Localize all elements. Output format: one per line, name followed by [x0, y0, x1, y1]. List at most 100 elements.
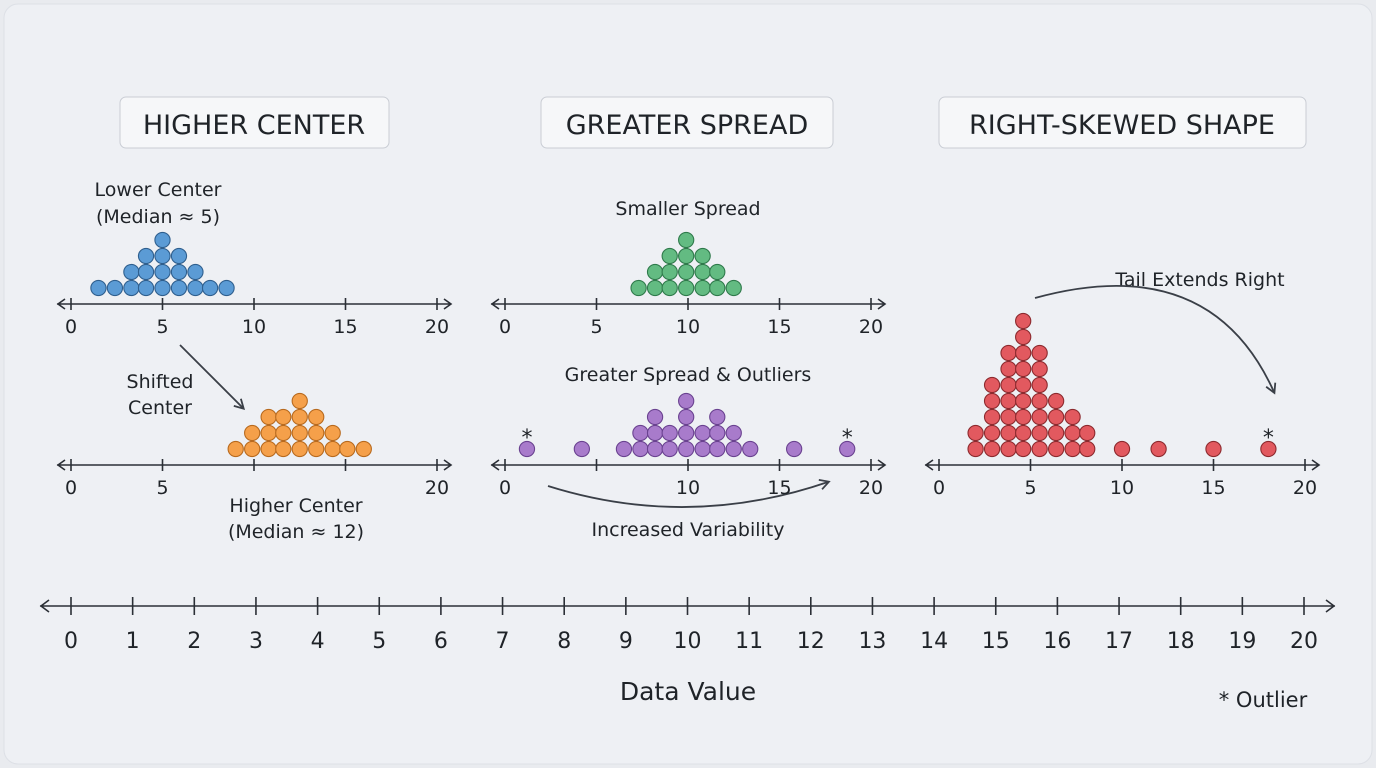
title-text: HIGHER CENTER: [143, 110, 365, 141]
data-dot: [1000, 392, 1017, 410]
data-dot: [1150, 440, 1167, 458]
outlier-marker: *: [521, 426, 532, 451]
data-dot: [1079, 440, 1096, 458]
data-dot: [694, 440, 711, 458]
data-dot: [1015, 312, 1032, 330]
main-tick-label: 9: [619, 629, 633, 654]
main-tick-label: 12: [797, 629, 825, 654]
panel-title-higher-center: HIGHER CENTER: [119, 96, 390, 149]
data-dot: [154, 231, 171, 249]
data-dot: [187, 279, 204, 297]
data-dot: [678, 392, 695, 410]
data-dot: [1047, 392, 1065, 410]
panel-title-right-skewed: RIGHT-SKEWED SHAPE: [938, 96, 1307, 149]
main-tick-label: 15: [982, 629, 1010, 654]
x-axis-label: Data Value: [620, 677, 756, 706]
tail-arrow: [1034, 285, 1277, 395]
data-dot: [308, 440, 325, 458]
data-dot: [1000, 376, 1017, 394]
data-dot: [201, 279, 219, 297]
main-tick-label: 17: [1105, 629, 1133, 654]
data-dot: [678, 263, 695, 281]
data-dot: [291, 424, 308, 442]
data-dot: [170, 263, 188, 281]
data-dot: [1031, 344, 1048, 362]
data-dot: [244, 440, 261, 458]
data-dot: [678, 424, 695, 442]
label-tail: Tail Extends Right: [1114, 269, 1284, 291]
data-dot: [291, 408, 308, 426]
data-dot: [646, 424, 664, 442]
data-dot: [106, 279, 124, 297]
data-dot: [154, 263, 171, 281]
main-tick-label: 20: [1290, 629, 1318, 654]
dot-plot-lower-center: 0 5 10 15 20: [56, 231, 453, 338]
data-dot: [742, 440, 759, 458]
data-dot: [678, 231, 695, 249]
dot-plot-right-skewed: 0 5 10 15 20 *: [924, 312, 1321, 499]
data-dot: [1260, 440, 1277, 458]
data-dot: [324, 440, 341, 458]
tick-label: 5: [1024, 477, 1036, 499]
data-dot: [154, 247, 171, 265]
data-dot: [1079, 424, 1096, 442]
tick-label: 5: [590, 316, 602, 338]
data-dot: [678, 408, 695, 426]
label-shifted: Shifted: [127, 371, 194, 393]
data-dot: [1000, 408, 1017, 426]
data-dot: [983, 440, 1001, 458]
main-tick-label: 6: [434, 629, 448, 654]
data-dot: [260, 424, 277, 442]
data-dot: [187, 263, 204, 281]
data-dot: [725, 279, 742, 297]
tick-label: 20: [425, 316, 449, 338]
data-dot: [646, 408, 664, 426]
tick-label: 20: [859, 316, 883, 338]
main-tick-label: 19: [1228, 629, 1256, 654]
tick-label: 0: [499, 316, 511, 338]
data-dot: [1031, 392, 1048, 410]
data-dot: [1205, 440, 1222, 458]
data-dot: [709, 263, 726, 281]
data-dot: [1000, 440, 1017, 458]
data-dot: [983, 376, 1001, 394]
data-dot: [1000, 360, 1017, 378]
data-dot: [1031, 424, 1048, 442]
tick-label: 0: [933, 477, 945, 499]
data-dot: [291, 392, 308, 410]
data-dot: [678, 279, 695, 297]
data-dot: [661, 263, 678, 281]
data-dot: [1000, 344, 1017, 362]
data-dot: [694, 424, 711, 442]
main-tick-label: 16: [1043, 629, 1071, 654]
data-dot: [678, 247, 695, 265]
data-dot: [137, 263, 155, 281]
data-dot: [1031, 440, 1048, 458]
data-dot: [137, 279, 155, 297]
data-dot: [227, 440, 244, 458]
label-lower-center: Lower Center: [95, 179, 222, 201]
data-dot: [218, 279, 235, 297]
label-higher-center-median: (Median ≈ 12): [228, 521, 364, 543]
tick-label: 20: [425, 477, 449, 499]
label-higher-center: Higher Center: [229, 495, 362, 517]
data-dot: [355, 440, 372, 458]
data-dot: [518, 440, 536, 458]
data-dot: [324, 424, 341, 442]
tick-label: 10: [1110, 477, 1134, 499]
data-dot: [661, 247, 678, 265]
data-dot: [275, 408, 292, 426]
data-dot: [632, 424, 649, 442]
outlier-marker: *: [842, 426, 853, 451]
data-dot: [291, 440, 308, 458]
dot-plots: 0 5 10 15 20 0 5 20 0 5 10 15 20 0 10 15 20 * * 0 5 10 15 20 *: [56, 231, 1321, 499]
data-dot: [308, 408, 325, 426]
data-dot: [1064, 408, 1081, 426]
data-dot: [275, 424, 292, 442]
label-greater-spread: Greater Spread & Outliers: [565, 364, 812, 386]
data-dot: [694, 279, 711, 297]
data-dot: [1047, 424, 1065, 442]
tick-label: 10: [242, 316, 266, 338]
data-dot: [1031, 408, 1048, 426]
